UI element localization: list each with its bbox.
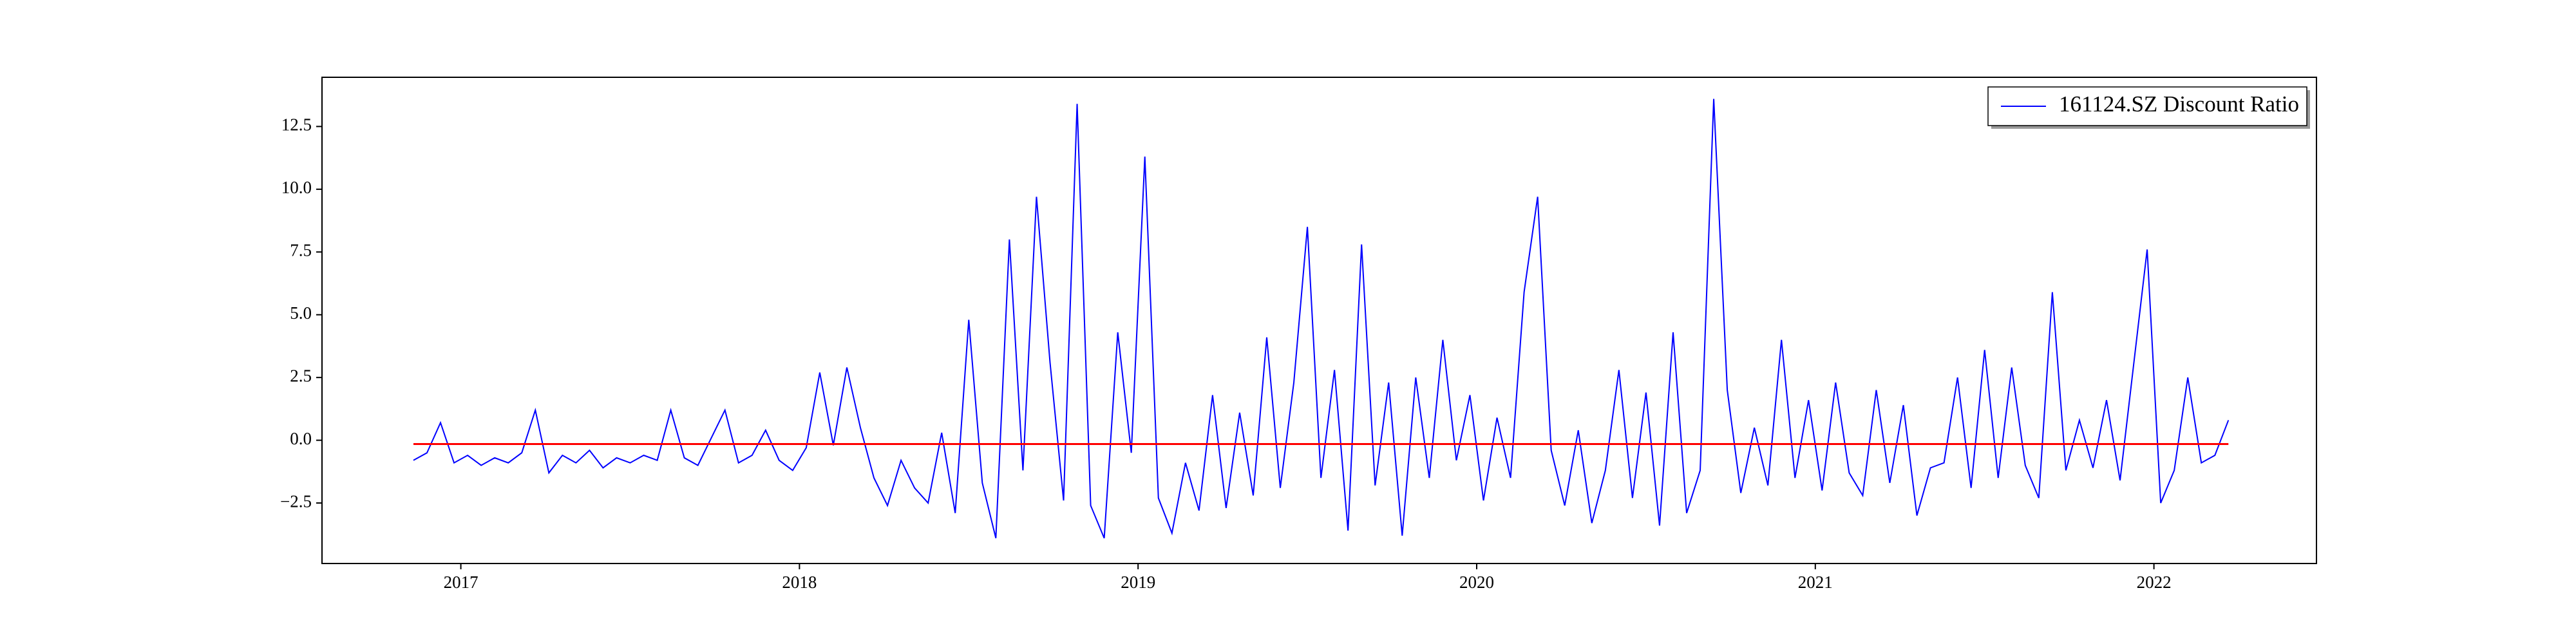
data-line bbox=[413, 99, 2230, 539]
x-tick-label: 2022 bbox=[2137, 573, 2172, 592]
x-tick-label: 2020 bbox=[1459, 573, 1494, 592]
x-tick-label: 2017 bbox=[444, 573, 478, 592]
y-tick-label: 12.5 bbox=[281, 115, 312, 135]
y-tick-label: 2.5 bbox=[290, 366, 312, 385]
y-tick-label: −2.5 bbox=[280, 491, 312, 511]
y-tick-label: 0.0 bbox=[290, 429, 312, 448]
legend-label: 161124.SZ Discount Ratio bbox=[2059, 91, 2299, 117]
plot-frame bbox=[321, 77, 2317, 564]
y-tick-label: 7.5 bbox=[290, 240, 312, 260]
x-tick-label: 2019 bbox=[1121, 573, 1155, 592]
legend: 161124.SZ Discount Ratio bbox=[1987, 86, 2310, 129]
y-tick-label: 10.0 bbox=[281, 178, 312, 197]
x-tick-label: 2021 bbox=[1798, 573, 1833, 592]
x-tick-label: 2018 bbox=[782, 573, 817, 592]
y-tick-label: 5.0 bbox=[290, 303, 312, 323]
